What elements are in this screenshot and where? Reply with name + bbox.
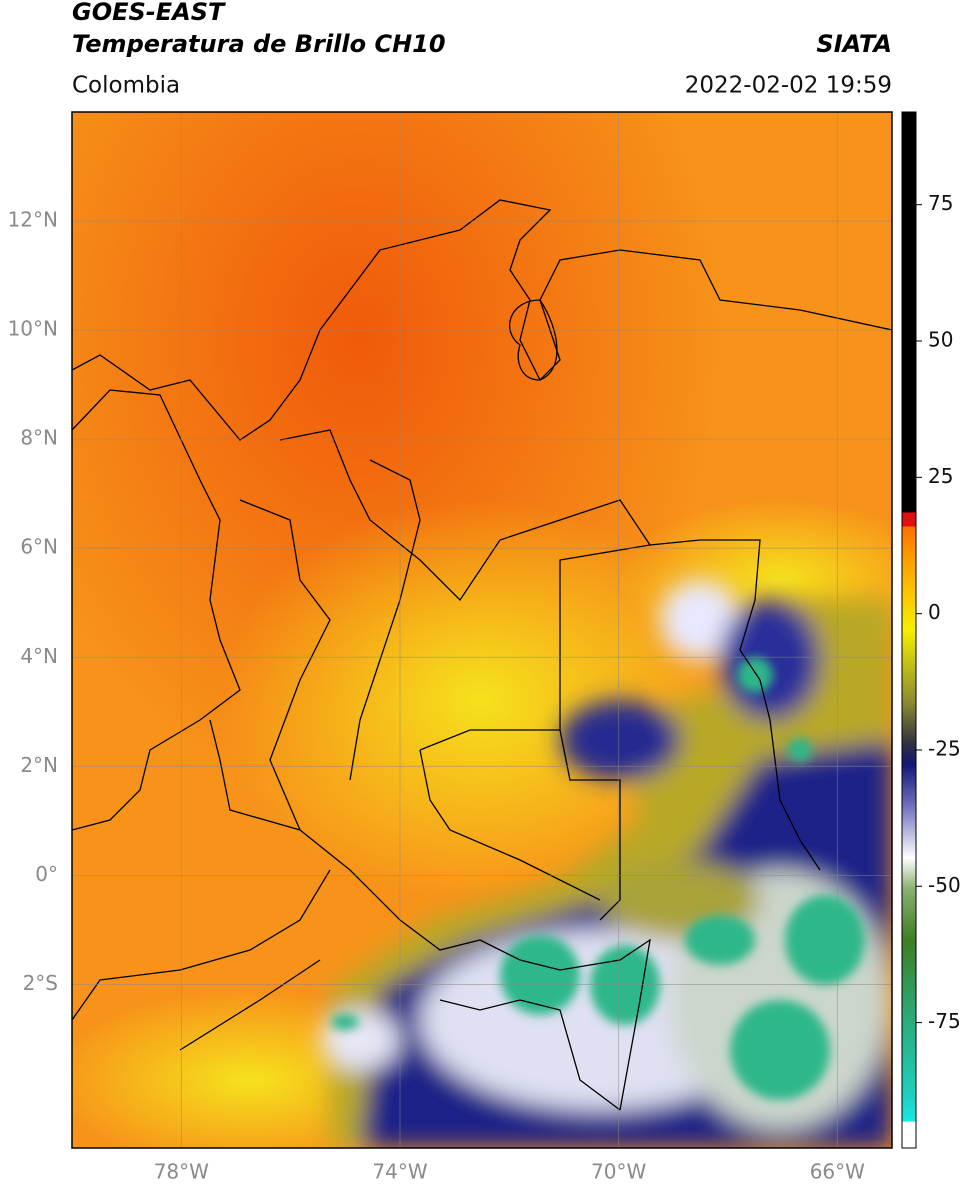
colorbar-tick-label: 50 <box>928 328 953 352</box>
lat-label: 2°N <box>20 753 58 777</box>
colorbar-tick-label: -25 <box>928 736 961 760</box>
title: GOES-EAST <box>72 0 226 26</box>
colorbar-tick-label: -50 <box>928 873 961 897</box>
source: SIATA <box>816 30 892 58</box>
colorbar <box>901 111 917 1149</box>
satellite-image <box>72 112 892 1148</box>
lat-label: 8°N <box>20 426 58 450</box>
lon-label: 78°W <box>154 1160 209 1184</box>
colorbar-tick-label: 75 <box>928 191 953 215</box>
lat-label: 6°N <box>20 535 58 559</box>
lat-label: 10°N <box>8 317 58 341</box>
colorbar-tick-label: 25 <box>928 464 953 488</box>
region: Colombia <box>72 73 180 99</box>
lat-label: 2°S <box>23 971 58 995</box>
lon-label: 70°W <box>591 1160 646 1184</box>
lon-label: 74°W <box>372 1160 427 1184</box>
map-frame <box>71 111 893 1149</box>
graticule: 12°N 10°N 8°N 6°N 4°N 2°N 0° 2°S 78°W 74°W 70°W 66°… <box>8 112 892 1184</box>
datetime: 2022-02-02 19:59 <box>685 73 892 99</box>
subtitle: Temperatura de Brillo CH10 <box>72 30 446 58</box>
colorbar-ticks: 75 50 25 0 -25 -50 -75 <box>916 191 961 1033</box>
lon-label: 66°W <box>810 1160 865 1184</box>
lat-label: 4°N <box>20 644 58 668</box>
colorbar-tick-label: 0 <box>928 600 941 624</box>
lat-label: 0° <box>35 862 58 886</box>
lat-label: 12°N <box>8 208 58 232</box>
colorbar-tick-label: -75 <box>928 1009 961 1033</box>
